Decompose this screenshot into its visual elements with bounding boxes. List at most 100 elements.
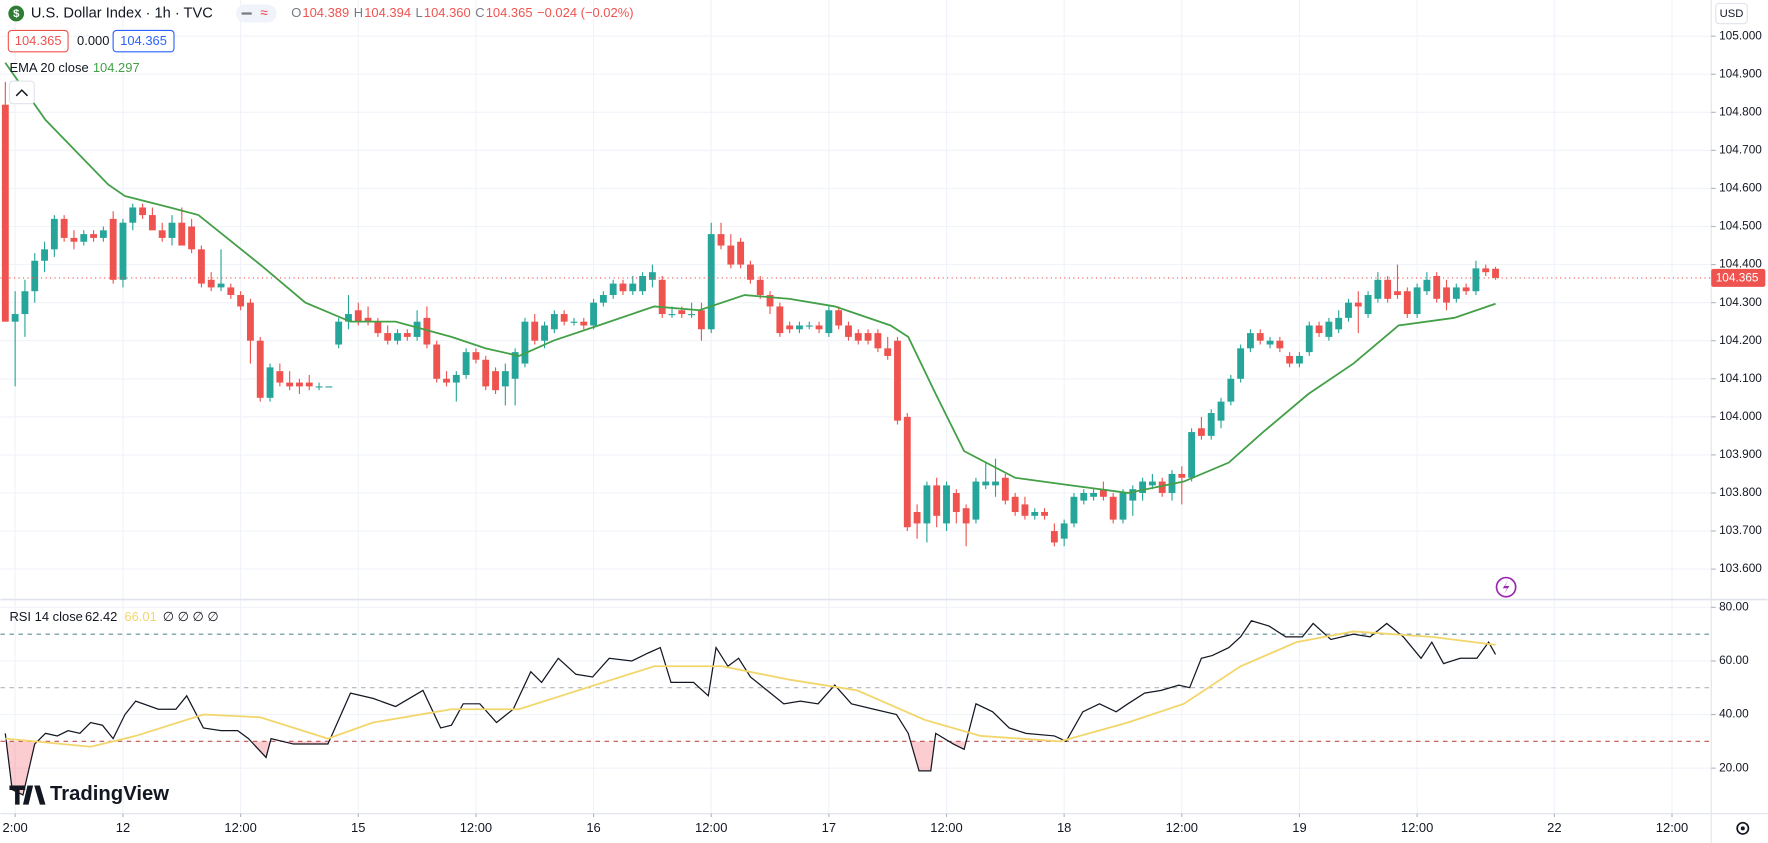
- candle-body: [246, 302, 254, 341]
- candle-body: [1217, 401, 1225, 421]
- candle-body: [511, 352, 519, 379]
- candle-body: [1315, 325, 1323, 334]
- candle-body: [894, 340, 901, 421]
- y-tick-label: 104.000: [1719, 409, 1762, 423]
- y-tick-label: 60.00: [1719, 653, 1749, 667]
- candle-body: [737, 241, 745, 265]
- symbol-icon: [8, 5, 25, 22]
- candle-body: [403, 333, 411, 337]
- candle-body: [374, 321, 382, 334]
- y-tick-label: 103.600: [1719, 561, 1762, 575]
- candle-body: [1129, 489, 1137, 501]
- y-tick-label: 104.400: [1719, 257, 1762, 271]
- candle-body: [1, 104, 9, 322]
- candle-body: [266, 367, 274, 398]
- candle-body: [413, 321, 421, 337]
- candle-body: [335, 321, 343, 345]
- candle-body: [541, 325, 548, 341]
- candle-body: [384, 333, 392, 341]
- x-tick-label: 2:00: [3, 820, 28, 835]
- candle-body: [1472, 268, 1480, 292]
- plot-marks: [0, 62, 1712, 796]
- candle-body: [1227, 378, 1235, 402]
- candle-body: [1452, 287, 1460, 299]
- candle-body: [256, 340, 264, 398]
- candle-body: [31, 260, 39, 292]
- candle-body: [354, 310, 362, 322]
- indicator-line: [5, 630, 1496, 748]
- candle-body: [717, 234, 725, 246]
- candle-body: [1325, 321, 1333, 337]
- candle-body: [933, 485, 941, 516]
- candle-body: [60, 218, 68, 238]
- candle-body: [590, 302, 597, 326]
- candle-body: [148, 215, 156, 231]
- candle-body: [629, 283, 637, 292]
- last-price-badge: [1711, 268, 1766, 287]
- settings-button[interactable]: [1736, 821, 1750, 835]
- candle-body: [443, 378, 450, 383]
- candle-body: [1099, 489, 1107, 497]
- candle-body: [1345, 302, 1352, 318]
- indicator-name: EMA 20 close: [9, 60, 88, 75]
- candle-body: [580, 321, 588, 326]
- rsi-extra: ∅ ∅ ∅ ∅: [163, 609, 219, 624]
- y-tick-label: 104.200: [1719, 333, 1762, 347]
- candle-body: [1050, 531, 1058, 543]
- symbol-title[interactable]: U.S. Dollar Index · 1h · TVC: [31, 5, 213, 21]
- ohlc-key: H: [354, 5, 363, 20]
- candle-body: [305, 382, 313, 387]
- x-tick-label: 17: [822, 820, 836, 835]
- pill-icon: ≈: [260, 5, 268, 20]
- x-tick-label: 18: [1057, 820, 1071, 835]
- candle-body: [1364, 295, 1372, 315]
- candle-body: [697, 310, 705, 330]
- candle-body: [11, 314, 19, 322]
- candle-body: [658, 279, 666, 315]
- candle-body: [227, 287, 235, 296]
- candle-body: [678, 310, 686, 315]
- compare-pill[interactable]: [235, 4, 277, 23]
- y-tick-label: 80.00: [1719, 599, 1749, 613]
- candle-body: [90, 234, 97, 238]
- candle-body: [1060, 523, 1068, 539]
- candle-body: [550, 314, 558, 330]
- alert-glyph: [1502, 580, 1510, 594]
- candle-body: [560, 314, 568, 322]
- collapse-button[interactable]: [8, 80, 35, 105]
- y-tick-label: 104.300: [1719, 295, 1762, 309]
- watermark: TradingView: [50, 783, 169, 805]
- settings-glyph: [1740, 826, 1745, 831]
- candle-body: [492, 371, 499, 391]
- candle-body: [50, 218, 58, 250]
- candle-body: [109, 218, 117, 280]
- candle-body: [1001, 477, 1009, 501]
- candle-body: [1090, 492, 1098, 497]
- candle-body: [1443, 287, 1450, 303]
- candle-body: [1109, 496, 1117, 520]
- ohlc-key: L: [416, 5, 423, 20]
- candle-body: [1178, 473, 1186, 478]
- candle-body: [139, 207, 147, 216]
- candle-body: [1335, 317, 1343, 330]
- currency-button[interactable]: [1715, 2, 1748, 25]
- candle-body: [992, 481, 999, 486]
- candle-body: [531, 321, 539, 341]
- candle-body: [786, 325, 794, 330]
- candle-body: [296, 382, 303, 387]
- candle-body: [325, 386, 333, 388]
- candle-body: [825, 310, 833, 334]
- candle-body: [315, 386, 323, 388]
- rsi-title: RSI 14 close: [9, 609, 82, 624]
- candle-body: [207, 279, 215, 288]
- ask-box[interactable]: [112, 29, 175, 53]
- bid-box[interactable]: [7, 29, 69, 53]
- currency-label: USD: [1720, 8, 1744, 20]
- change: −0.024 (−0.02%): [537, 5, 634, 20]
- candle-body: [962, 508, 970, 524]
- y-tick-label: 104.700: [1719, 142, 1762, 156]
- ohlc-key: C: [475, 5, 484, 20]
- y-tick-label: 20.00: [1719, 760, 1749, 774]
- candle-body: [805, 325, 813, 327]
- candle-body: [521, 321, 529, 364]
